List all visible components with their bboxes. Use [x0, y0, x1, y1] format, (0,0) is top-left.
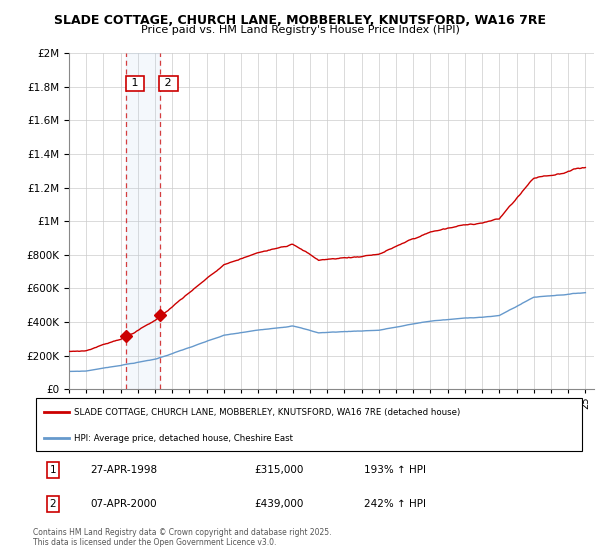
Bar — [126, 53, 160, 389]
Text: 07-APR-2000: 07-APR-2000 — [91, 499, 157, 509]
Text: 1: 1 — [50, 465, 56, 475]
Text: 2: 2 — [50, 499, 56, 509]
Text: SLADE COTTAGE, CHURCH LANE, MOBBERLEY, KNUTSFORD, WA16 7RE: SLADE COTTAGE, CHURCH LANE, MOBBERLEY, K… — [54, 14, 546, 27]
Text: £439,000: £439,000 — [254, 499, 304, 509]
Text: 193% ↑ HPI: 193% ↑ HPI — [364, 465, 425, 475]
Text: 1: 1 — [128, 78, 142, 88]
Text: Price paid vs. HM Land Registry's House Price Index (HPI): Price paid vs. HM Land Registry's House … — [140, 25, 460, 35]
Text: 27-APR-1998: 27-APR-1998 — [91, 465, 158, 475]
Text: £315,000: £315,000 — [254, 465, 304, 475]
Text: SLADE COTTAGE, CHURCH LANE, MOBBERLEY, KNUTSFORD, WA16 7RE (detached house): SLADE COTTAGE, CHURCH LANE, MOBBERLEY, K… — [74, 408, 460, 417]
FancyBboxPatch shape — [36, 398, 582, 451]
Text: Contains HM Land Registry data © Crown copyright and database right 2025.
This d: Contains HM Land Registry data © Crown c… — [33, 528, 331, 547]
Text: HPI: Average price, detached house, Cheshire East: HPI: Average price, detached house, Ches… — [74, 433, 293, 442]
Text: 242% ↑ HPI: 242% ↑ HPI — [364, 499, 425, 509]
Text: 2: 2 — [161, 78, 176, 88]
